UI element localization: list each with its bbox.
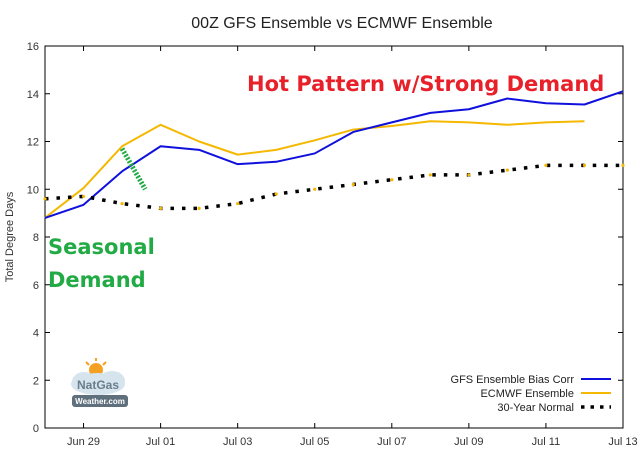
seasonal-marker — [119, 147, 148, 191]
normal-point — [236, 201, 240, 206]
x-tick-label: Jul 05 — [300, 436, 329, 448]
y-tick-label: 2 — [33, 375, 39, 387]
logo-line1: NatGas — [77, 378, 119, 392]
normal-point — [544, 163, 548, 167]
x-tick-label: Jul 01 — [146, 436, 175, 448]
y-axis: 0 2 4 6 8 10 12 14 16 — [27, 41, 623, 435]
normal-point — [428, 173, 432, 177]
legend: GFS Ensemble Bias Corr ECMWF Ensemble 30-Y… — [451, 374, 611, 414]
annotations: Hot Pattern w/Strong Demand Seasonal Dem… — [48, 72, 604, 292]
normal-point — [582, 163, 587, 167]
series-line-ecmwf — [44, 120, 585, 219]
normal-point — [159, 206, 163, 210]
x-tick-label: Jul 09 — [454, 436, 483, 448]
normal-point — [505, 168, 509, 172]
hot-pattern-annotation: Hot Pattern w/Strong Demand — [247, 72, 604, 96]
legend-label: GFS Ensemble Bias Corr — [451, 374, 575, 386]
y-tick-label: 16 — [27, 41, 39, 53]
normal-point — [621, 163, 625, 167]
seasonal-annotation-line2: Demand — [48, 268, 146, 292]
legend-label: 30-Year Normal — [497, 402, 574, 414]
normal-point — [351, 182, 355, 187]
legend-label: ECMWF Ensemble — [480, 388, 574, 400]
chart-title: 00Z GFS Ensemble vs ECMWF Ensemble — [191, 15, 493, 32]
series-line-30yr-normal — [44, 163, 623, 211]
y-tick-label: 10 — [27, 184, 39, 196]
normal-point — [43, 197, 47, 201]
x-tick-label: Jul 07 — [377, 436, 406, 448]
y-tick-label: 6 — [33, 280, 39, 292]
x-tick-label: Jul 13 — [608, 436, 637, 448]
y-tick-label: 4 — [33, 328, 39, 340]
normal-point — [390, 178, 394, 182]
y-axis-label: Total Degree Days — [4, 191, 16, 282]
series-line-gfs — [44, 90, 624, 219]
x-axis: Jun 29 Jul 01 Jul 03 Jul 05 Jul 07 Jul 09 Jul … — [67, 46, 638, 448]
y-tick-label: 12 — [27, 137, 39, 149]
y-tick-label: 14 — [27, 89, 39, 101]
normal-point — [313, 187, 317, 191]
normal-point — [467, 173, 471, 177]
logo-line2: Weather.com — [75, 397, 125, 406]
normal-point — [274, 192, 278, 196]
normal-point — [197, 206, 201, 210]
x-tick-label: Jun 29 — [67, 436, 100, 448]
seasonal-annotation-line1: Seasonal — [48, 235, 155, 259]
y-tick-label: 0 — [33, 423, 39, 435]
series-layer — [43, 90, 625, 219]
normal-point — [81, 194, 86, 199]
x-tick-label: Jul 11 — [532, 436, 561, 448]
normal-point — [120, 201, 124, 206]
y-tick-label: 8 — [33, 232, 39, 244]
natgas-weather-logo: NatGas Weather.com — [71, 358, 128, 407]
x-tick-label: Jul 03 — [223, 436, 252, 448]
